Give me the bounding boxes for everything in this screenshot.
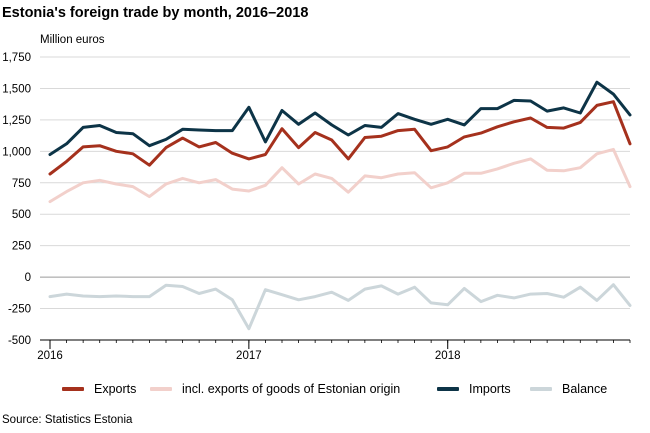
x-tick-label: 2017 bbox=[236, 350, 262, 362]
y-tick-label: 500 bbox=[12, 209, 31, 221]
y-tick-label: 0 bbox=[25, 272, 31, 284]
x-tick-label: 2018 bbox=[435, 350, 461, 362]
chart-title: Estonia's foreign trade by month, 2016–2… bbox=[2, 5, 309, 21]
legend-label-imports: Imports bbox=[469, 382, 511, 396]
legend-item-balance: Balance bbox=[530, 379, 607, 399]
y-axis-ticks: -500 -250 0 250 500 750 1,000 1,250 1,500 1,750 bbox=[2, 52, 31, 347]
legend-label-balance: Balance bbox=[562, 382, 608, 396]
legend-label-exports: Exports bbox=[94, 382, 137, 396]
legend-item-imports: Imports bbox=[437, 379, 511, 399]
series-line-exports bbox=[48, 100, 632, 176]
legend-swatch-origin bbox=[150, 387, 172, 391]
legend-item-exports: Exports bbox=[62, 379, 136, 399]
source-note: Source: Statistics Estonia bbox=[2, 414, 133, 426]
series-line-balance bbox=[48, 283, 632, 331]
y-tick-label: 1,500 bbox=[2, 83, 31, 95]
series-lines bbox=[48, 80, 632, 331]
legend-swatch-imports bbox=[437, 387, 459, 391]
y-tick-label: 1,250 bbox=[2, 115, 31, 127]
y-tick-label: -500 bbox=[8, 335, 31, 347]
x-tick-label: 2016 bbox=[37, 350, 63, 362]
y-tick-label: 250 bbox=[12, 241, 31, 253]
y-tick-label: -250 bbox=[8, 304, 31, 316]
y-tick-label: 1,750 bbox=[2, 52, 31, 64]
x-axis: 2016 2017 2018 bbox=[37, 339, 631, 362]
legend-swatch-balance bbox=[530, 387, 552, 391]
series-line-origin bbox=[48, 147, 632, 204]
legend: Exports incl. exports of goods of Estoni… bbox=[0, 379, 650, 399]
y-axis-unit-label: Million euros bbox=[40, 34, 105, 46]
legend-swatch-exports bbox=[62, 387, 84, 391]
y-tick-label: 1,000 bbox=[2, 146, 31, 158]
y-tick-label: 750 bbox=[12, 178, 31, 190]
legend-item-origin: incl. exports of goods of Estonian origi… bbox=[150, 379, 400, 399]
series-line-imports bbox=[48, 80, 632, 156]
legend-label-origin: incl. exports of goods of Estonian origi… bbox=[182, 382, 401, 396]
